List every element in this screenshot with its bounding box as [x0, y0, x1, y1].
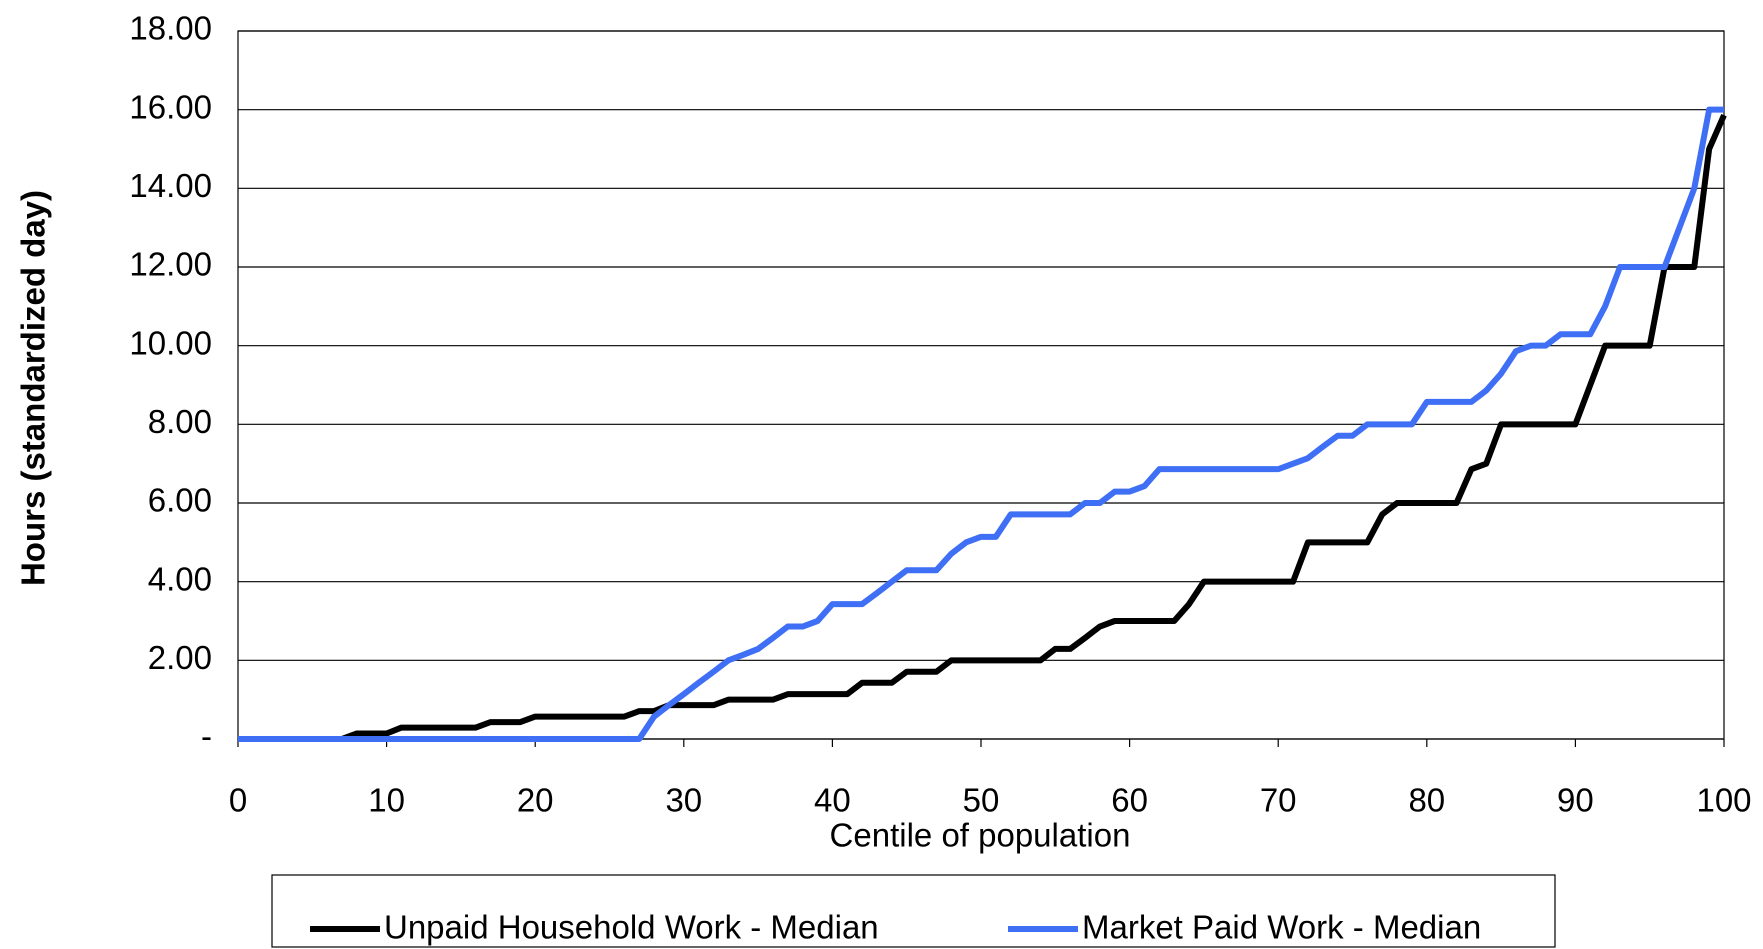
legend-label: Unpaid Household Work - Median: [384, 909, 879, 946]
y-tick-label: 16.00: [129, 88, 212, 125]
y-tick-label: 6.00: [148, 482, 212, 519]
x-tick-label: 30: [665, 782, 702, 819]
x-tick-label: 20: [517, 782, 554, 819]
x-tick-label: 50: [963, 782, 1000, 819]
plot-border: [237, 30, 1725, 740]
y-tick-label: 12.00: [129, 246, 212, 283]
x-tick-label: 10: [368, 782, 405, 819]
y-tick-label: 4.00: [148, 560, 212, 597]
x-tick-label: 80: [1408, 782, 1445, 819]
legend-box: [271, 874, 1556, 948]
x-tick-label: 90: [1557, 782, 1594, 819]
line-series: [238, 106, 1724, 742]
x-tick-label: 0: [229, 782, 247, 819]
y-tick-label: 18.00: [129, 10, 212, 47]
x-tick-label: 100: [1696, 782, 1751, 819]
y-axis-label: Hours (standardized day): [15, 190, 52, 586]
x-tick-label: 60: [1111, 782, 1148, 819]
y-tick-label: 10.00: [129, 324, 212, 361]
line-series: [238, 113, 1727, 742]
y-tick-label: 2.00: [148, 639, 212, 676]
x-tick-label: 70: [1260, 782, 1297, 819]
legend-label: Market Paid Work - Median: [1082, 909, 1481, 946]
x-axis-label: Centile of population: [830, 817, 1131, 854]
y-tick-label: -: [201, 718, 212, 755]
y-tick-label: 8.00: [148, 403, 212, 440]
y-tick-label: 14.00: [129, 167, 212, 204]
x-tick-label: 40: [814, 782, 851, 819]
